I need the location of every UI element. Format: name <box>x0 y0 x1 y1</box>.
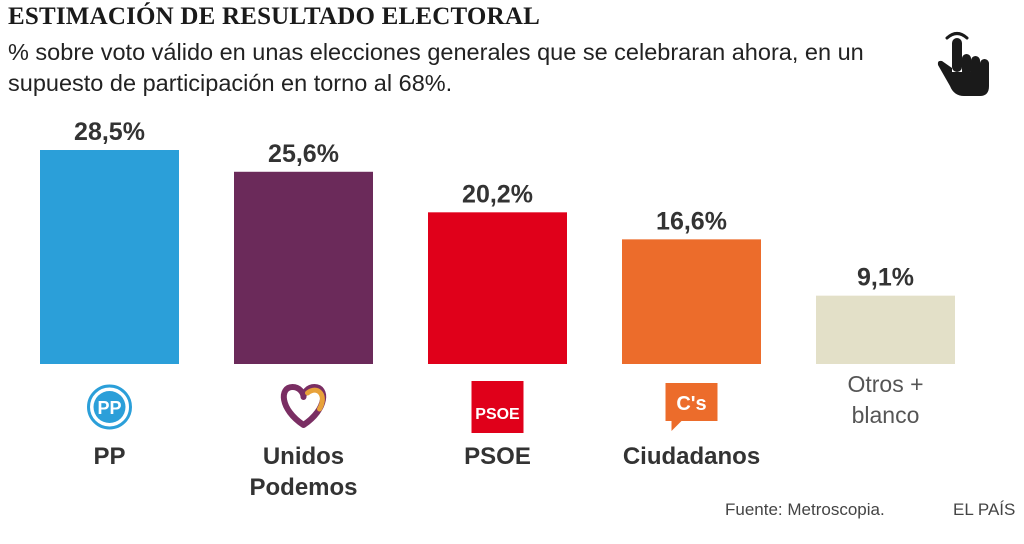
psoe-logo-icon: PSOE <box>471 381 524 433</box>
value-label-4: 9,1% <box>857 264 914 292</box>
chart-title: ESTIMACIÓN DE RESULTADO ELECTORAL <box>8 3 540 30</box>
pp-logo-icon: PP <box>87 384 132 430</box>
value-label-2: 20,2% <box>462 180 533 208</box>
svg-text:PSOE: PSOE <box>475 406 520 423</box>
category-label-2-0: PSOE <box>464 443 531 470</box>
value-label-1: 25,6% <box>268 140 339 168</box>
bar-0 <box>40 150 179 364</box>
category-label-4-0: Otros + <box>847 371 923 397</box>
value-label-3: 16,6% <box>656 207 727 235</box>
value-label-0: 28,5% <box>74 118 145 146</box>
category-label-1-1: Podemos <box>249 474 357 501</box>
svg-text:C's: C's <box>676 393 706 415</box>
chart-subtitle: % sobre voto válido en unas elecciones g… <box>8 39 864 96</box>
source-note: Fuente: Metroscopia. <box>725 500 885 519</box>
podemos-heart-icon <box>280 384 327 428</box>
category-label-1-0: Unidos <box>263 443 344 470</box>
category-label-0-0: PP <box>93 443 125 470</box>
bar-4 <box>816 295 955 364</box>
bar-2 <box>428 212 567 364</box>
brand-label: EL PAÍS <box>953 500 1016 519</box>
bar-1 <box>234 171 373 364</box>
ciudadanos-logo-icon: C's <box>665 383 718 431</box>
category-label-4-1: blanco <box>852 402 920 428</box>
bar-3 <box>622 239 761 364</box>
hand-pointer-icon[interactable] <box>930 30 1002 102</box>
svg-text:PP: PP <box>97 398 121 418</box>
category-label-3-0: Ciudadanos <box>623 443 760 470</box>
